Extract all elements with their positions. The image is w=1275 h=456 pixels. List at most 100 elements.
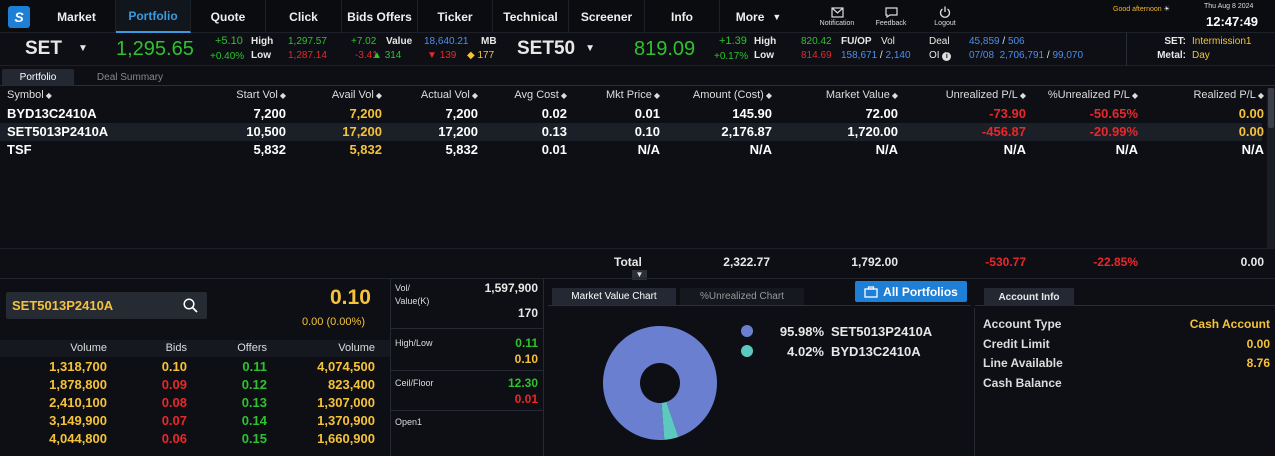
cell-start-vol: 5,832 [253,142,286,157]
set50-high: 820.42 [801,36,832,47]
orderbook-cell[interactable]: 2,410,100 [49,395,107,410]
tab-unrealized-chart[interactable]: %Unrealized Chart [680,288,804,305]
orderbook-cell[interactable]: 0.12 [241,377,267,392]
set50-pct: +0.17% [714,51,749,62]
divider [391,370,543,371]
col-header-label: Unrealized P/L [945,89,1018,101]
symbol-search-input[interactable]: SET5013P2410A [6,292,207,319]
orderbook-cell[interactable]: 0.06 [161,431,187,446]
sort-icon: ◆ [653,91,660,100]
orderbook-header-bg [0,340,390,357]
value-label: Value [386,36,413,47]
sort-icon: ◆ [1019,91,1026,100]
divider [975,305,1275,306]
orderbook-cell[interactable]: 0.09 [161,377,187,392]
col-header-start-vol[interactable]: Start Vol ◆ [196,89,286,101]
cell-unrealized-pl: -456.87 [981,124,1026,139]
orderbook-cell[interactable]: 0.14 [241,413,267,428]
account-row: Line Available 8.76 [983,356,1270,370]
nav-portfolio[interactable]: Portfolio [116,0,191,33]
scrollbar-thumb[interactable] [1268,88,1274,128]
orderbook-header-volume: Volume [338,342,375,354]
sort-icon: ◆ [1131,91,1138,100]
cell-market-value: 72.00 [865,106,898,121]
quote-last-price: 0.10 [330,286,371,309]
fuop-deal-label: Deal [929,36,950,47]
sort-icon: ◆ [765,91,772,100]
sort-icon: ◆ [471,91,478,100]
orderbook-cell[interactable]: 0.08 [161,395,187,410]
open1-label: Open1 [395,417,423,427]
col-header-avg-cost[interactable]: Avg Cost ◆ [478,89,567,101]
set-low-label: Low [251,50,271,61]
index-selector-set50[interactable]: SET50 ▼ [517,38,595,59]
nav-info[interactable]: Info [645,0,720,33]
nav-more[interactable]: More ▼ [720,0,797,33]
total-market-value: 1,792.00 [851,255,898,269]
orderbook-cell[interactable]: 823,400 [328,377,375,392]
col-header-avail-vol[interactable]: Avail Vol ◆ [286,89,382,101]
pie-slice-set5013p2410a[interactable] [603,326,717,440]
divider [391,328,543,329]
search-icon[interactable] [183,298,198,313]
nav-technical[interactable]: Technical [493,0,569,33]
account-value: 0.00 [1246,336,1270,351]
pie-slice-byd13c2410a[interactable] [661,401,679,440]
col-header-market-value[interactable]: Market Value ◆ [772,89,898,101]
all-portfolios-button[interactable]: All Portfolios [855,281,967,302]
tab-deal-summary[interactable]: Deal Summary [96,72,164,83]
nav-click[interactable]: Click [266,0,342,33]
index-selector-set[interactable]: SET ▼ [25,38,88,59]
caret-down-icon: ▼ [585,43,595,55]
col-header-unrealized-pl[interactable]: Unrealized P/L ◆ [898,89,1026,101]
table-row[interactable]: TSF 5,832 5,832 5,832 0.01 N/A N/A N/A N/A N/A N/A [0,141,1264,159]
col-header-amount-cost[interactable]: Amount (Cost) ◆ [660,89,772,101]
orderbook-cell[interactable]: 0.13 [241,395,267,410]
col-header-realized-pl[interactable]: Realized P/L ◆ [1138,89,1264,101]
total-unrealized: -530.77 [985,255,1026,269]
col-header-pct-unrealized-pl[interactable]: %Unrealized P/L ◆ [1026,89,1138,101]
col-header-symbol[interactable]: Symbol ◆ [7,89,107,101]
col-header-mkt-price[interactable]: Mkt Price ◆ [567,89,660,101]
orderbook-cell[interactable]: 0.10 [161,359,187,374]
orderbook-cell[interactable]: 4,074,500 [317,359,375,374]
set-down-count: ▼ 139 [427,50,457,61]
col-header-label: Realized P/L [1193,89,1256,101]
quote-change: 0.00 (0.00%) [302,316,365,328]
orderbook-cell[interactable]: 4,044,800 [49,431,107,446]
app-logo[interactable]: S [0,0,38,33]
nav-quote[interactable]: Quote [191,0,266,33]
feedback-button[interactable]: Feedback [864,0,918,33]
table-row[interactable]: SET5013P2410A 10,500 17,200 17,200 0.13 0.10 2… [0,123,1264,141]
tab-portfolio[interactable]: Portfolio [2,69,74,86]
orderbook-cell[interactable]: 0.15 [241,431,267,446]
orderbook-cell[interactable]: 1,307,000 [317,395,375,410]
briefcase-icon [864,285,878,298]
sort-icon: ◆ [375,91,382,100]
nav-bids-offers[interactable]: Bids Offers [342,0,418,33]
nav-screener[interactable]: Screener [569,0,645,33]
orderbook-cell[interactable]: 1,370,900 [317,413,375,428]
table-row[interactable]: BYD13C2410A 7,200 7,200 7,200 0.02 0.01 145.90… [0,105,1264,123]
collapse-toggle[interactable]: ▼ [632,270,647,280]
cell-amount-cost: N/A [749,142,772,157]
quote-low: 0.10 [514,352,538,366]
nav-ticker[interactable]: Ticker [418,0,493,33]
nav-market[interactable]: Market [38,0,116,33]
logout-button[interactable]: Logout [918,0,972,33]
tab-account-info[interactable]: Account Info [984,288,1074,306]
info-icon[interactable]: i [942,52,952,61]
tab-market-value-chart[interactable]: Market Value Chart [552,288,676,305]
value-k-label: Value(K) [395,296,430,306]
orderbook-cell[interactable]: 1,318,700 [49,359,107,374]
chevron-down-icon: ▼ [772,11,782,22]
orderbook-cell[interactable]: 1,660,900 [317,431,375,446]
orderbook-cell[interactable]: 1,878,800 [49,377,107,392]
orderbook-cell[interactable]: 0.11 [242,359,267,374]
orderbook-cell[interactable]: 0.07 [161,413,187,428]
legend-swatch [741,345,753,357]
col-header-actual-vol[interactable]: Actual Vol ◆ [382,89,478,101]
scrollbar[interactable] [1267,88,1275,248]
orderbook-cell[interactable]: 3,149,900 [49,413,107,428]
notification-button[interactable]: Notification [810,0,864,33]
